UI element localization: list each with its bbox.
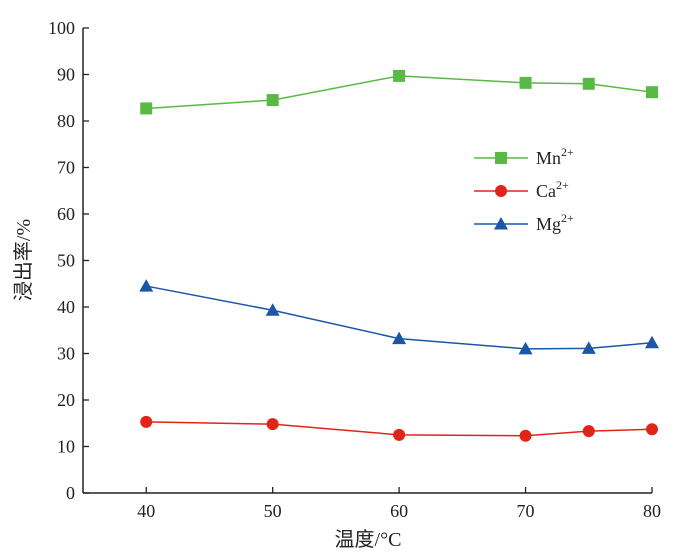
x-tick-label: 60 [390, 501, 408, 521]
x-tick-label: 70 [517, 501, 535, 521]
data-point-ca [582, 425, 595, 438]
legend-ion-charge: 2+ [561, 211, 574, 225]
data-point-ca [519, 429, 532, 442]
y-tick-label: 70 [57, 158, 75, 178]
data-point-mg [518, 341, 533, 355]
y-tick-label: 90 [57, 65, 75, 85]
legend-marker-mg [494, 217, 508, 230]
y-tick-label: 20 [57, 390, 75, 410]
data-point-ca [393, 428, 406, 441]
series-mg [139, 279, 659, 355]
legend-label-mn: Mn2+ [536, 145, 574, 168]
y-tick-label: 60 [57, 204, 75, 224]
legend: Mn2+Ca2+Mg2+ [474, 145, 574, 234]
legend-marker-ca [495, 185, 507, 197]
y-tick-label: 0 [66, 483, 75, 503]
data-point-mg [645, 335, 659, 349]
y-axis-label: 浸出率/% [12, 219, 35, 301]
series-ca [140, 415, 658, 442]
legend-ion-charge: 2+ [556, 178, 569, 192]
y-tick-label: 100 [48, 18, 75, 38]
data-series [139, 69, 659, 442]
x-tick-label: 50 [264, 501, 282, 521]
data-point-mn [582, 77, 595, 90]
x-axis-ticks: 40 50 60 70 80 [137, 487, 661, 521]
y-tick-label: 40 [57, 297, 75, 317]
legend-label-mg: Mg2+ [536, 211, 574, 234]
data-point-ca [646, 423, 658, 436]
legend-label-ca: Ca2+ [536, 178, 569, 201]
data-point-mg [139, 279, 154, 292]
series-mn [140, 69, 658, 115]
axes [82, 28, 652, 494]
data-point-mn [519, 76, 532, 89]
data-point-mg [265, 303, 280, 316]
y-tick-label: 30 [57, 344, 75, 364]
series-line-ca [146, 421, 653, 437]
legend-ion-name: Mg [536, 214, 561, 234]
data-point-mg [392, 331, 407, 345]
y-axis-ticks: 0 10 20 30 40 50 60 70 80 90 100 [48, 18, 89, 503]
data-point-mn [140, 102, 153, 115]
data-point-mg [581, 341, 596, 354]
legend-marker-mn [495, 152, 507, 164]
legend-ion-name: Ca [536, 181, 556, 201]
legend-ion-charge: 2+ [561, 145, 574, 159]
series-line-mn [146, 75, 653, 110]
data-point-ca [266, 418, 279, 431]
data-point-ca [140, 415, 153, 428]
x-tick-label: 80 [643, 501, 661, 521]
data-point-mn [646, 86, 658, 99]
y-tick-label: 10 [57, 437, 75, 457]
data-point-mn [393, 69, 406, 82]
data-point-mn [266, 94, 279, 107]
y-tick-label: 50 [57, 251, 75, 271]
x-axis-label: 温度/°C [335, 528, 402, 551]
series-line-mg [146, 285, 653, 350]
y-tick-label: 80 [57, 111, 75, 131]
legend-ion-name: Mn [536, 148, 561, 168]
x-tick-label: 40 [137, 501, 155, 521]
